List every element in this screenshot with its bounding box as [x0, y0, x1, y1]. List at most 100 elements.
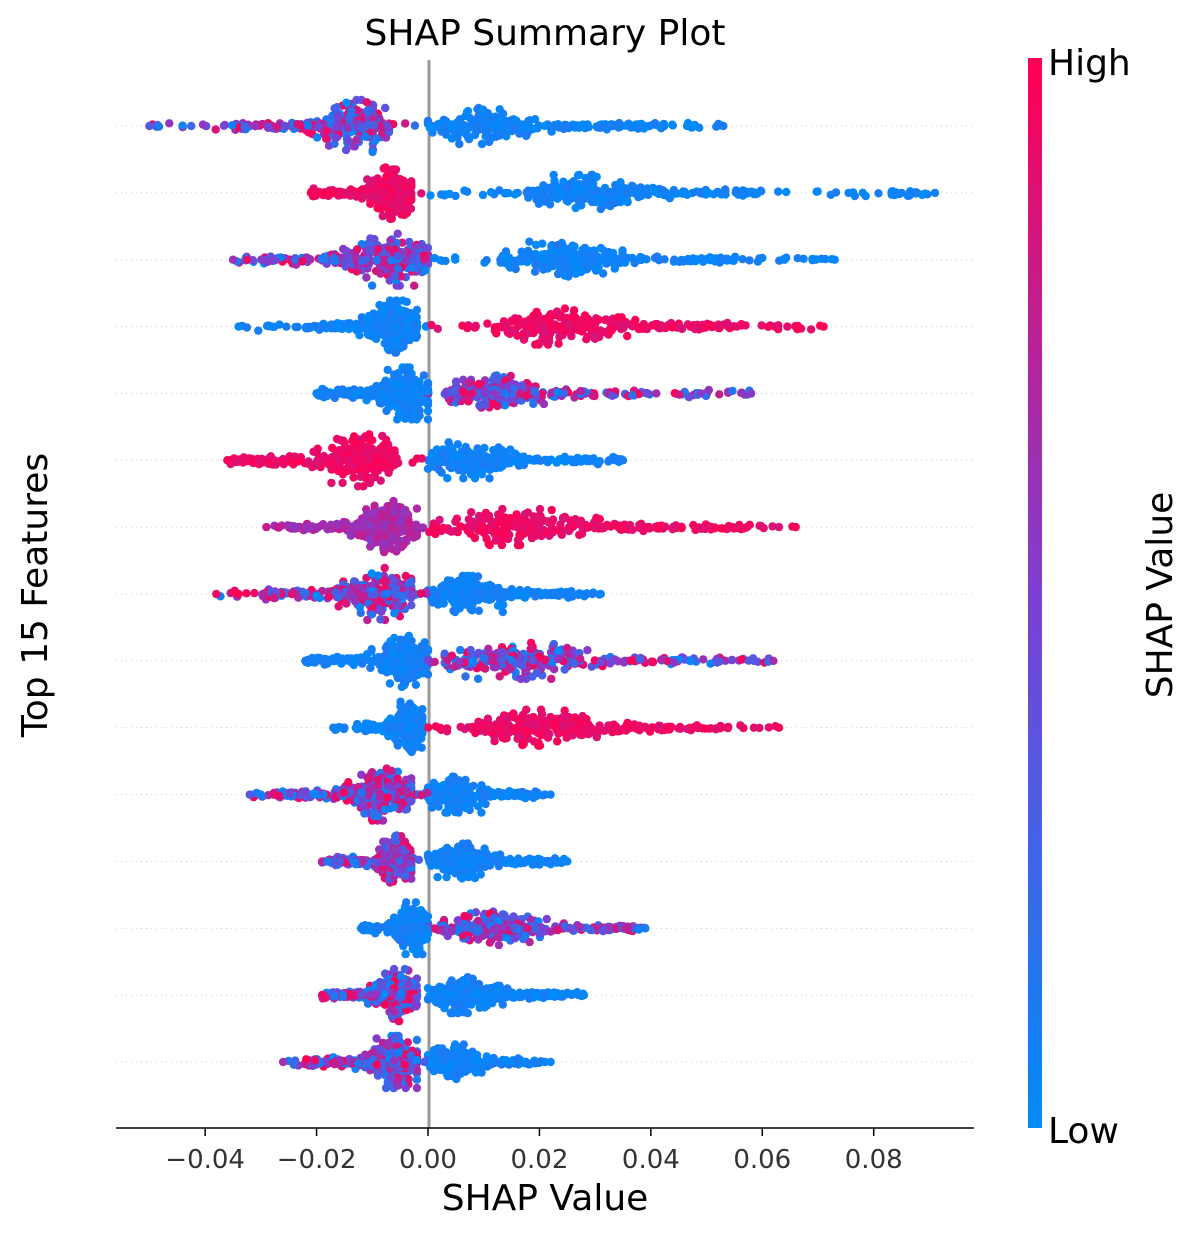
- shap-point: [357, 446, 365, 454]
- shap-point: [505, 254, 513, 262]
- shap-point: [697, 389, 705, 397]
- shap-point: [516, 389, 524, 397]
- shap-point: [444, 438, 452, 446]
- shap-point: [618, 322, 626, 330]
- shap-point: [531, 387, 539, 395]
- shap-point: [165, 119, 173, 127]
- shap-point: [392, 403, 400, 411]
- shap-point: [485, 512, 493, 520]
- shap-point: [424, 415, 432, 423]
- shap-point: [475, 607, 483, 615]
- shap-point: [520, 336, 528, 344]
- shap-point: [519, 255, 527, 263]
- shap-point: [379, 212, 387, 220]
- shap-point: [312, 389, 320, 397]
- shap-point: [608, 194, 616, 202]
- shap-point: [715, 390, 723, 398]
- shap-point: [408, 458, 416, 466]
- shap-point: [341, 258, 349, 266]
- shap-point: [549, 253, 557, 261]
- shap-point: [451, 253, 459, 261]
- shap-point: [577, 387, 585, 395]
- shap-point: [614, 313, 622, 321]
- shap-point: [478, 523, 486, 531]
- shap-point: [721, 255, 729, 263]
- shap-point: [931, 189, 939, 197]
- shap-point: [616, 178, 624, 186]
- shap-point: [243, 323, 251, 331]
- shap-point: [439, 448, 447, 456]
- shap-point: [447, 528, 455, 536]
- shap-point: [354, 388, 362, 396]
- feature-row-2: [307, 163, 939, 223]
- shap-point: [373, 174, 381, 182]
- shap-point: [426, 191, 434, 199]
- shap-point: [739, 524, 747, 532]
- shap-point: [366, 245, 374, 253]
- shap-point: [511, 124, 519, 132]
- shap-point: [394, 601, 402, 609]
- shap-point: [511, 190, 519, 198]
- shap-point: [340, 524, 348, 532]
- shap-point: [427, 124, 435, 132]
- shap-point: [640, 189, 648, 197]
- shap-point: [411, 121, 419, 129]
- shap-point: [782, 188, 790, 196]
- shap-point: [478, 140, 486, 148]
- shap-point: [466, 468, 474, 476]
- shap-point: [319, 190, 327, 198]
- shap-point: [458, 322, 466, 330]
- shap-point: [250, 589, 258, 597]
- shap-point: [792, 523, 800, 531]
- shap-point: [512, 457, 520, 465]
- shap-point: [585, 254, 593, 262]
- shap-point: [345, 115, 353, 123]
- shap-point: [333, 435, 341, 443]
- shap-point: [731, 253, 739, 261]
- shap-point: [717, 190, 725, 198]
- shap-point: [832, 188, 840, 196]
- shap-point: [745, 256, 753, 264]
- shap-point: [234, 590, 242, 598]
- shap-point: [509, 390, 517, 398]
- shap-point: [565, 523, 573, 531]
- shap-point: [407, 181, 415, 189]
- shap-point: [318, 255, 326, 263]
- shap-point: [408, 590, 416, 598]
- shap-point: [383, 589, 391, 597]
- shap-point: [691, 325, 699, 333]
- shap-point: [543, 591, 551, 599]
- shap-point: [533, 124, 541, 132]
- shap-point: [393, 380, 401, 388]
- shap-point: [554, 340, 562, 348]
- shap-point: [679, 257, 687, 265]
- shap-point: [703, 188, 711, 196]
- shap-point: [630, 259, 638, 267]
- shap-point: [363, 106, 371, 114]
- shap-point: [405, 413, 413, 421]
- shap-point: [435, 465, 443, 473]
- shap-point: [397, 592, 405, 600]
- shap-point: [370, 121, 378, 129]
- feature-row-9: [301, 632, 777, 691]
- shap-point: [475, 380, 483, 388]
- feature-row-8: [212, 564, 605, 624]
- shap-point: [615, 255, 623, 263]
- shap-point: [384, 469, 392, 477]
- shap-point: [262, 523, 270, 531]
- shap-point: [502, 321, 510, 329]
- shap-point: [536, 457, 544, 465]
- shap-point: [273, 523, 281, 531]
- shap-point: [486, 541, 494, 549]
- shap-point: [492, 324, 500, 332]
- shap-point: [485, 474, 493, 482]
- shap-point: [306, 255, 314, 263]
- shap-point: [416, 406, 424, 414]
- shap-point: [608, 122, 616, 130]
- shap-point: [412, 681, 420, 689]
- shap-point: [711, 524, 719, 532]
- shap-point: [449, 387, 457, 395]
- shap-point: [402, 572, 410, 580]
- shap-point: [683, 191, 691, 199]
